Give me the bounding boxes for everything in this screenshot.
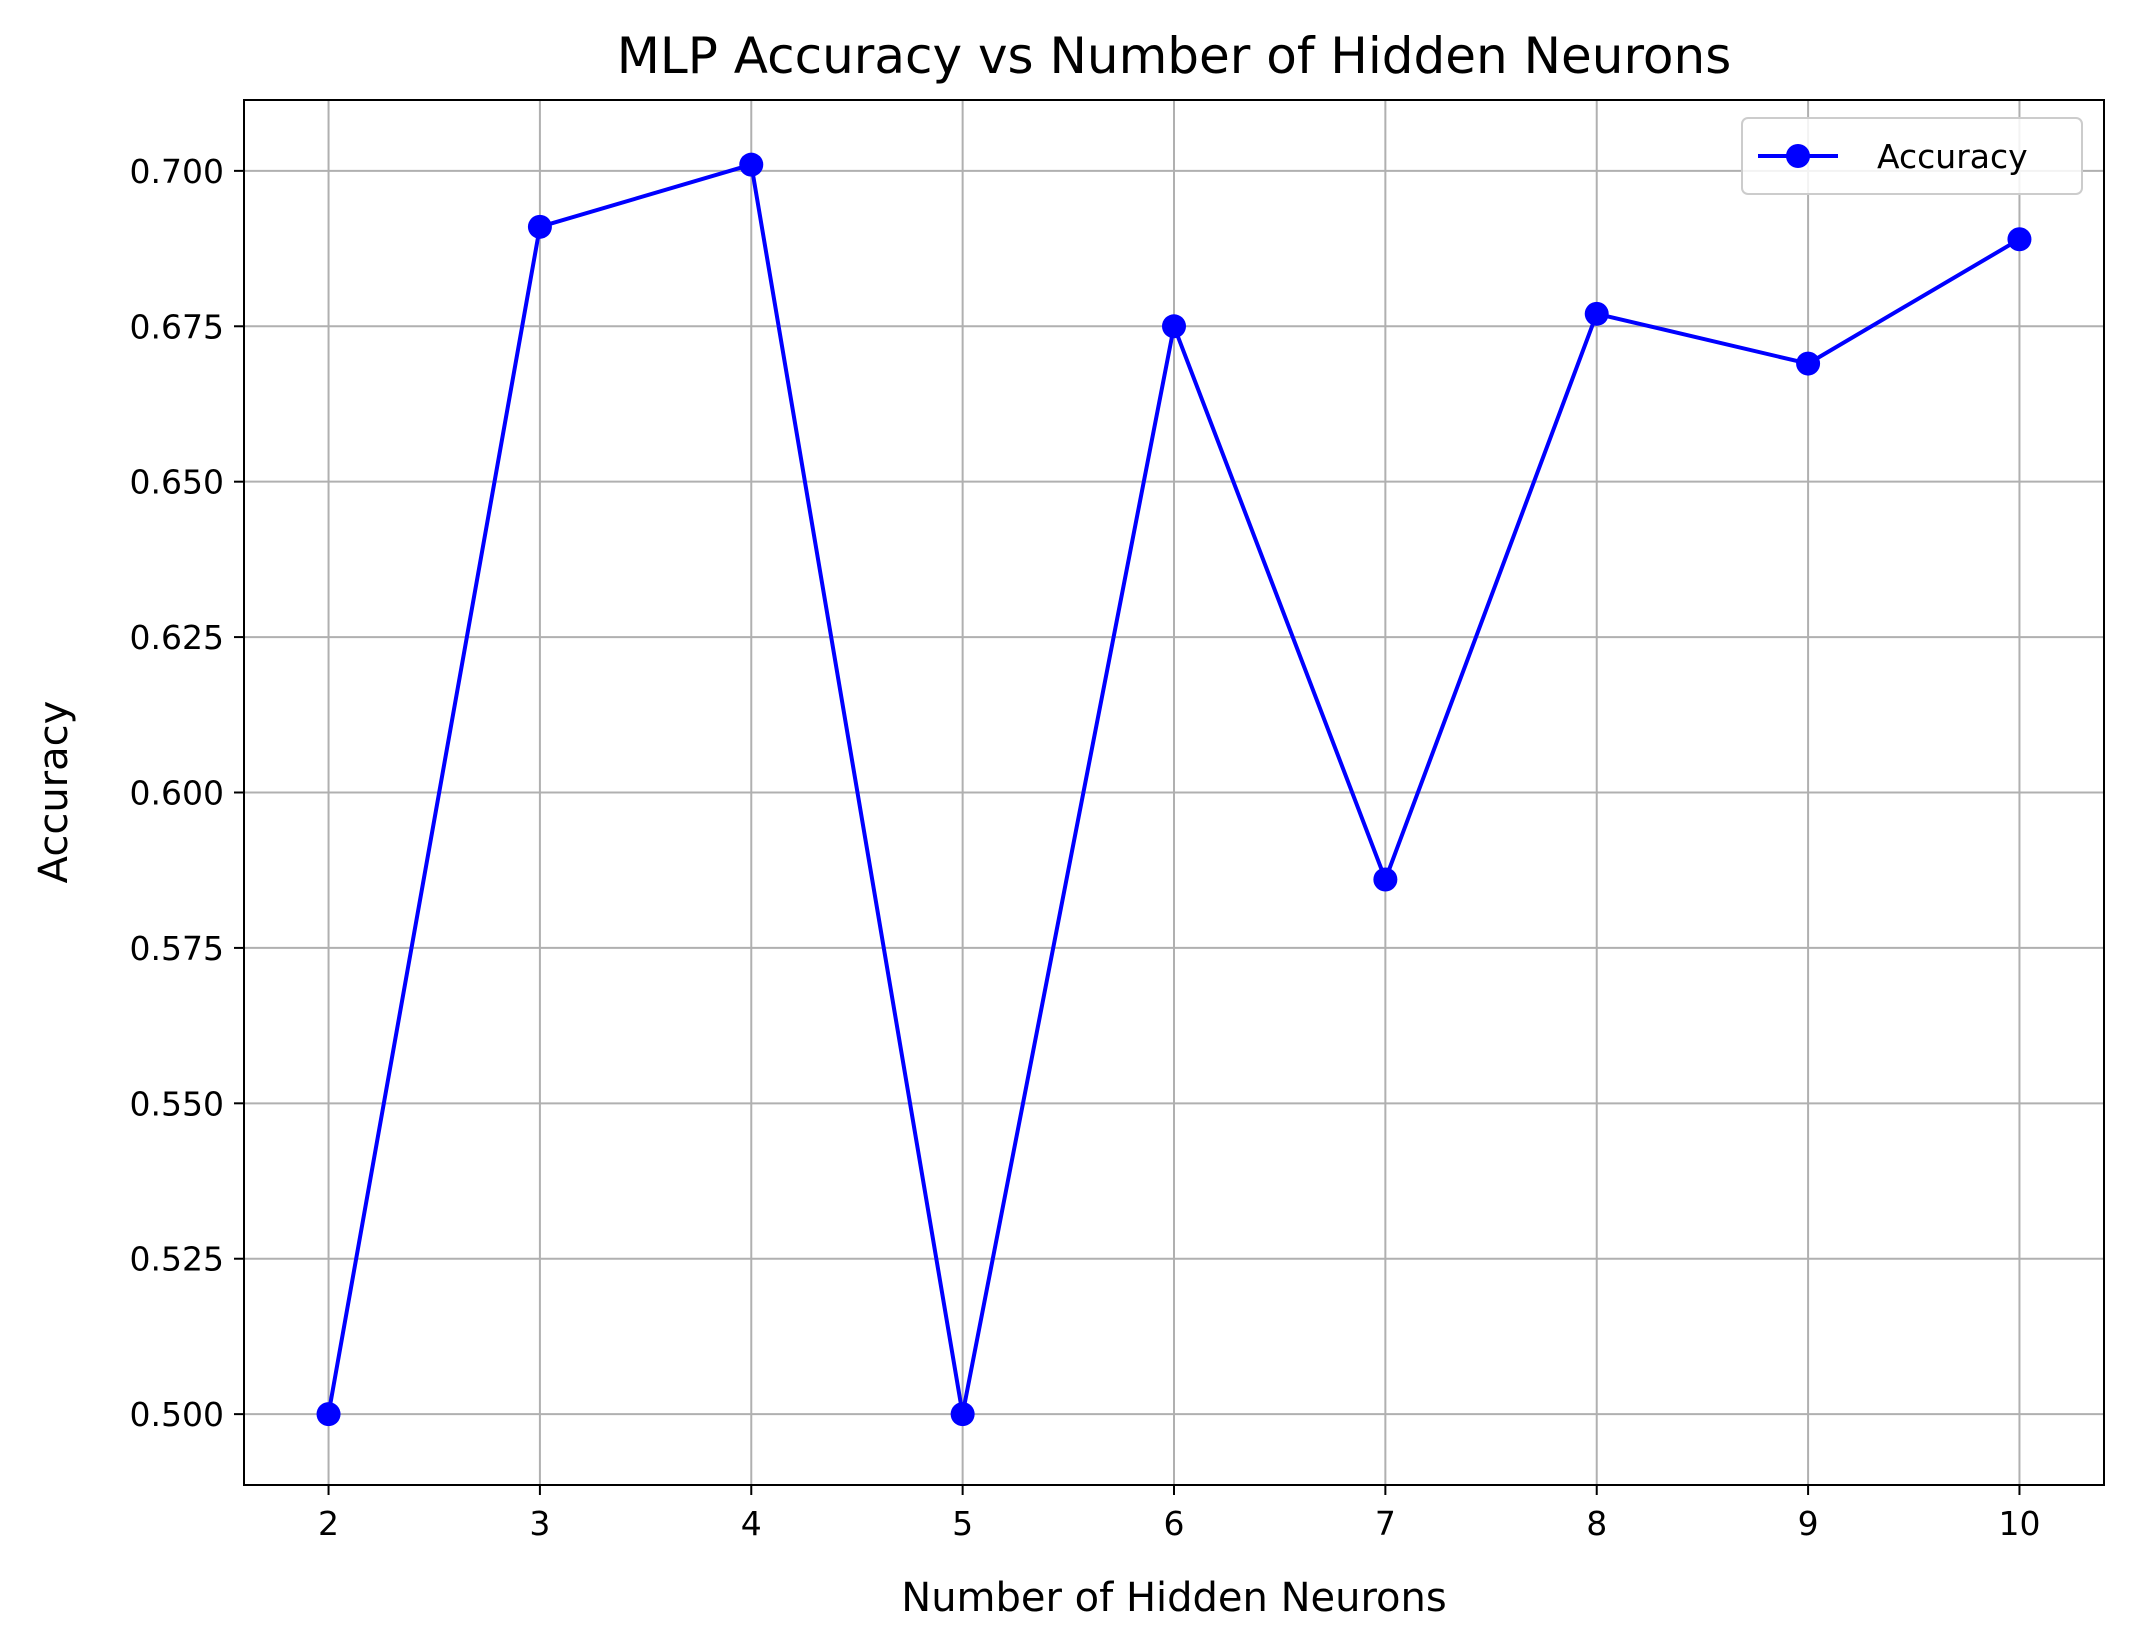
x-tick-label: 4 [741,1504,762,1543]
y-tick-label: 0.650 [130,463,224,502]
data-point [1796,351,1821,376]
data-point [950,1402,975,1427]
chart-title: MLP Accuracy vs Number of Hidden Neurons [617,27,1732,85]
legend: Accuracy [1741,117,2083,195]
data-point [1584,301,1609,326]
y-axis-ticks: 0.500 0.525 0.550 0.575 0.600 0.625 0.650 0.675… [130,152,244,1434]
x-tick-label: 5 [952,1504,973,1543]
x-tick-label: 9 [1798,1504,1819,1543]
legend-label: Accuracy [1877,137,2028,176]
data-point [739,152,764,177]
y-tick-label: 0.500 [130,1395,224,1434]
y-tick-label: 0.525 [130,1240,224,1279]
y-axis-label: Accuracy [31,701,77,884]
legend-box [1741,117,2083,195]
y-tick-label: 0.600 [130,774,224,813]
x-tick-label: 6 [1164,1504,1185,1543]
y-tick-label: 0.675 [130,307,224,346]
x-axis-ticks: 2 3 4 5 6 7 8 9 10 [318,1485,2040,1543]
data-point [1373,867,1398,892]
x-tick-label: 3 [529,1504,550,1543]
x-tick-label: 10 [1998,1504,2040,1543]
y-tick-label: 0.700 [130,152,224,191]
y-tick-label: 0.575 [130,929,224,968]
data-point [2007,227,2032,252]
x-tick-label: 7 [1375,1504,1396,1543]
x-tick-label: 2 [318,1504,339,1543]
series-layer [316,152,2032,1427]
data-point [316,1402,341,1427]
y-tick-label: 0.550 [130,1084,224,1123]
legend-marker [1786,144,1810,168]
y-tick-label: 0.625 [130,618,224,657]
x-axis-label: Number of Hidden Neurons [901,1575,1446,1621]
data-point [1162,314,1186,339]
x-tick-label: 8 [1586,1504,1607,1543]
data-point [527,214,552,239]
